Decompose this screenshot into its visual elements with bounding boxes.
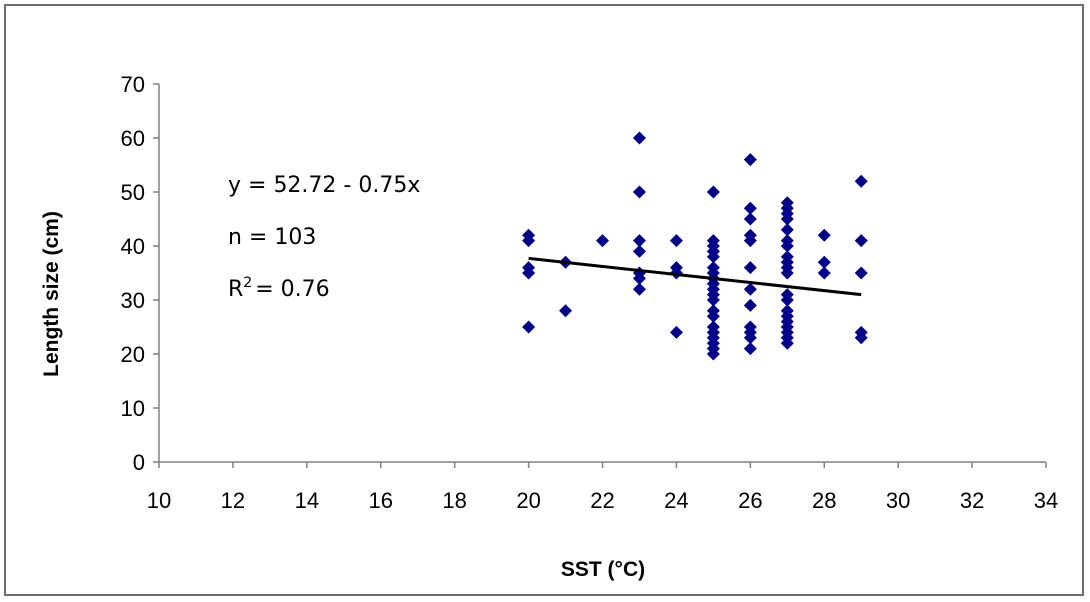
data-point <box>817 228 831 242</box>
x-tick-label: 16 <box>369 488 393 513</box>
data-point <box>743 342 757 356</box>
data-point <box>780 223 794 237</box>
data-point <box>743 234 757 248</box>
y-tick-label: 10 <box>121 396 145 421</box>
x-tick-label: 30 <box>886 488 910 513</box>
x-tick-label: 28 <box>812 488 836 513</box>
data-point <box>743 282 757 296</box>
x-tick-label: 24 <box>664 488 688 513</box>
data-point <box>854 266 868 280</box>
data-point <box>780 293 794 307</box>
data-point <box>522 234 536 248</box>
data-point <box>632 282 646 296</box>
chart-frame: 0 10 20 30 40 50 60 70 10 12 14 16 18 20 22 24 26 28 30 32 3… <box>4 4 1084 596</box>
y-tick-label: 50 <box>121 180 145 205</box>
n-annotation: n = 103 <box>228 225 316 250</box>
data-point <box>706 293 720 307</box>
r-squared-letter: R <box>228 277 243 302</box>
data-point <box>522 266 536 280</box>
data-point <box>780 212 794 226</box>
data-point <box>522 320 536 334</box>
x-tick-label: 14 <box>295 488 319 513</box>
trendline <box>528 256 862 297</box>
data-point <box>706 309 720 323</box>
data-point <box>706 185 720 199</box>
y-tick-label: 0 <box>133 450 145 475</box>
x-tick-label: 34 <box>1034 488 1058 513</box>
data-point <box>743 298 757 312</box>
data-points <box>522 131 868 361</box>
y-tick-label: 20 <box>121 342 145 367</box>
r-squared-annotation: R2 = 0.76 <box>228 275 330 302</box>
data-point <box>669 234 683 248</box>
data-point <box>780 336 794 350</box>
data-point <box>854 234 868 248</box>
x-axis-title: SST (°C) <box>561 558 645 581</box>
data-point <box>780 266 794 280</box>
x-tick-label: 20 <box>516 488 540 513</box>
data-point <box>632 131 646 145</box>
data-point <box>596 234 609 248</box>
equation-annotation: y = 52.72 - 0.75x <box>228 173 420 198</box>
y-tick-label: 40 <box>121 234 145 259</box>
data-point <box>743 331 757 345</box>
axes <box>153 83 1047 468</box>
data-point <box>780 239 794 253</box>
data-point <box>743 212 757 226</box>
data-point <box>743 201 757 215</box>
y-tick-label: 30 <box>121 288 145 313</box>
data-point <box>669 325 683 339</box>
data-point <box>706 250 720 264</box>
data-point <box>632 244 646 258</box>
data-point <box>706 347 720 361</box>
data-point <box>817 255 831 269</box>
x-tick-label: 22 <box>590 488 614 513</box>
x-tick-label: 10 <box>147 488 171 513</box>
data-point <box>743 153 757 167</box>
data-point <box>854 331 868 345</box>
data-point <box>743 261 757 275</box>
data-point <box>632 234 646 248</box>
x-tick-label: 32 <box>960 488 984 513</box>
y-axis-title: Length size (cm) <box>40 211 63 377</box>
data-point <box>632 271 646 285</box>
x-tick-label: 12 <box>221 488 245 513</box>
data-point <box>817 266 831 280</box>
data-point <box>632 185 646 199</box>
data-point <box>854 174 868 188</box>
y-tick-label: 60 <box>121 126 145 151</box>
data-point <box>559 304 573 318</box>
r-squared-value: = 0.76 <box>255 277 329 302</box>
r-squared-superscript: 2 <box>243 275 252 291</box>
trendline-group <box>528 256 862 297</box>
x-tick-label: 18 <box>442 488 466 513</box>
y-tick-label: 70 <box>121 72 145 97</box>
x-tick-label: 26 <box>738 488 762 513</box>
